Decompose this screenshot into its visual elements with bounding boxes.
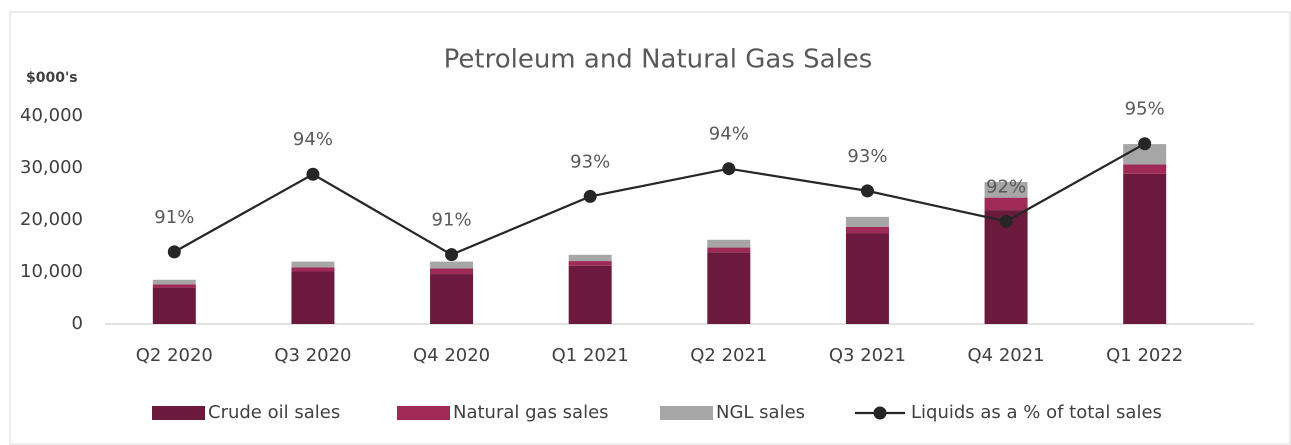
data-label: 91% bbox=[154, 207, 194, 228]
bar-segment bbox=[568, 254, 612, 262]
data-label: 93% bbox=[847, 146, 887, 167]
data-label: 93% bbox=[570, 151, 610, 172]
x-tick-label: Q4 2020 bbox=[413, 345, 490, 366]
line-point bbox=[583, 189, 597, 203]
bar-segment bbox=[984, 210, 1028, 324]
bar-segment bbox=[152, 287, 196, 324]
bar-segment bbox=[707, 252, 751, 324]
x-tick-label: Q1 2022 bbox=[1106, 345, 1183, 366]
legend-label: NGL sales bbox=[716, 402, 805, 423]
data-label: 94% bbox=[293, 129, 333, 150]
bar-segment bbox=[291, 261, 335, 268]
bar-segment bbox=[568, 261, 612, 266]
bar-segment bbox=[984, 197, 1028, 211]
bar-segment bbox=[291, 271, 335, 324]
y-tick-label: 30,000 bbox=[20, 157, 83, 178]
line-point bbox=[1138, 137, 1152, 151]
bar-segment bbox=[845, 233, 889, 324]
y-tick-label: 0 bbox=[72, 313, 83, 334]
bar-segment bbox=[845, 226, 889, 234]
y-axis-label: $000's bbox=[26, 70, 78, 86]
line-point bbox=[445, 248, 459, 262]
legend-swatch bbox=[152, 406, 205, 420]
bar-segment bbox=[568, 265, 612, 324]
legend-swatch bbox=[397, 406, 450, 420]
y-tick-label: 20,000 bbox=[20, 209, 83, 230]
line-point bbox=[999, 214, 1013, 228]
data-label: 94% bbox=[709, 124, 749, 145]
data-label: 95% bbox=[1125, 99, 1165, 120]
chart-border bbox=[9, 11, 1291, 445]
legend-label: Liquids as a % of total sales bbox=[911, 402, 1162, 423]
x-tick-label: Q2 2021 bbox=[690, 345, 767, 366]
bar-segment bbox=[430, 274, 474, 324]
legend-label: Crude oil sales bbox=[208, 402, 340, 423]
x-tick-label: Q2 2020 bbox=[136, 345, 213, 366]
x-tick-label: Q3 2021 bbox=[829, 345, 906, 366]
bar-segment bbox=[984, 182, 1028, 198]
bar-segment bbox=[845, 216, 889, 227]
data-label: 92% bbox=[986, 176, 1026, 197]
bar-segment bbox=[152, 279, 196, 285]
line-point bbox=[167, 245, 181, 259]
y-tick-label: 40,000 bbox=[20, 105, 83, 126]
legend-label: Natural gas sales bbox=[453, 402, 609, 423]
bar-segment bbox=[1123, 164, 1167, 174]
bar-segment bbox=[430, 268, 474, 275]
bar-segment bbox=[152, 284, 196, 288]
bar-segment bbox=[430, 261, 474, 269]
line bbox=[173, 142, 1146, 256]
bar-segment bbox=[707, 247, 751, 253]
bar-segment bbox=[291, 267, 335, 272]
x-tick-label: Q3 2020 bbox=[274, 345, 351, 366]
bar-segment bbox=[1123, 173, 1167, 324]
data-label: 91% bbox=[432, 210, 472, 231]
line-point bbox=[306, 167, 320, 181]
x-tick-label: Q4 2021 bbox=[967, 345, 1044, 366]
chart-title: Petroleum and Natural Gas Sales bbox=[444, 45, 873, 75]
y-tick-label: 10,000 bbox=[20, 261, 83, 282]
x-tick-label: Q1 2021 bbox=[552, 345, 629, 366]
line-point bbox=[860, 184, 874, 198]
legend-swatch bbox=[660, 406, 713, 420]
legend-marker bbox=[873, 406, 887, 420]
bar-segment bbox=[707, 239, 751, 248]
line-point bbox=[722, 162, 736, 176]
